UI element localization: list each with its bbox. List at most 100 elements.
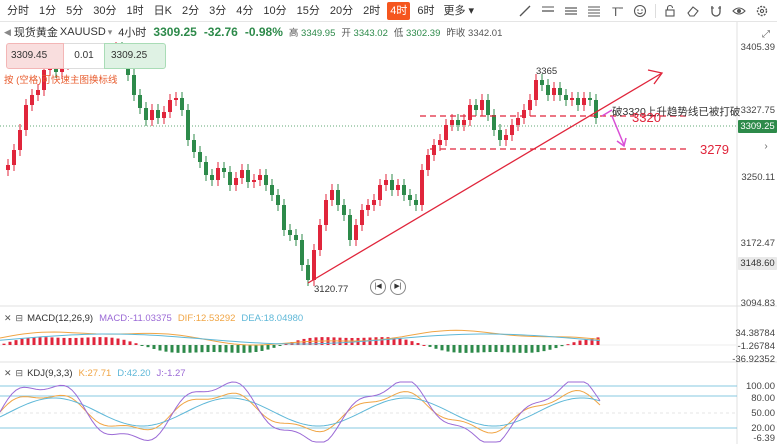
chevron-right-icon[interactable]: › (764, 141, 768, 152)
timeframe-1[interactable]: 1分 (39, 4, 57, 17)
macd-histogram-bar (50, 337, 54, 345)
timeframe-9[interactable]: 10分 (263, 4, 287, 17)
macd-histogram-bar (578, 340, 582, 345)
axis-label-1: 3405.39 (740, 42, 775, 53)
collapse-icon[interactable]: ✕ (4, 313, 12, 323)
candle (474, 99, 478, 116)
quantity-field[interactable]: 0.01 (64, 43, 104, 69)
scroll-right-button[interactable]: ▶| (390, 279, 406, 295)
candle-body (504, 135, 508, 140)
macd-histogram-bar (572, 342, 576, 345)
settings-icon[interactable] (753, 2, 771, 20)
sell-button[interactable]: 3309.45 (6, 43, 64, 69)
symbol-name[interactable]: 现货黄金 (13, 27, 58, 39)
ray-icon[interactable] (539, 2, 557, 20)
open-label: 开 (341, 28, 351, 39)
timeframe-13[interactable]: 4时 (387, 1, 411, 20)
candle (330, 184, 334, 206)
candle-body (348, 215, 352, 240)
candle (240, 164, 244, 184)
candle (492, 109, 496, 136)
candle-body (258, 175, 262, 180)
macd-histogram-bar (146, 345, 150, 348)
timeframe-10[interactable]: 15分 (296, 4, 320, 17)
text-icon[interactable]: T (608, 2, 626, 20)
macd-histogram-bar (518, 345, 522, 353)
timeframe-3[interactable]: 30分 (93, 4, 117, 17)
d-value-label: D: (117, 368, 127, 379)
macd-histogram-bar (128, 341, 132, 345)
macd-histogram-bar (116, 338, 120, 345)
lock-icon[interactable] (661, 2, 679, 20)
candle (24, 99, 28, 136)
emoji-icon[interactable] (631, 2, 649, 20)
candle (252, 174, 256, 188)
trendline-icon[interactable] (516, 2, 534, 20)
last-price: 3309.25 (153, 25, 197, 39)
candle-body (18, 130, 22, 150)
trend-break-note: 破3320上升趋势线已被打破 (612, 106, 741, 118)
macd-histogram-bar (230, 345, 234, 353)
symbol-dropdown-icon[interactable]: ▾ (107, 26, 113, 37)
channel-icon[interactable] (585, 2, 603, 20)
magnet-icon[interactable] (707, 2, 725, 20)
candle (234, 172, 238, 191)
projection-down-arrow (611, 115, 625, 146)
timeframe-2[interactable]: 5分 (66, 4, 84, 17)
timeframe-0[interactable]: 分时 (7, 4, 29, 17)
symbol-code[interactable]: XAUUSD (59, 26, 106, 38)
macd-histogram-bar (20, 338, 24, 345)
scroll-left-button[interactable]: |◀ (370, 279, 386, 295)
candle (282, 199, 286, 236)
eye-icon[interactable] (730, 2, 748, 20)
hide-icon[interactable]: ⊟ (15, 368, 24, 378)
macd-histogram-bar (560, 345, 564, 347)
open-value: 3343.02 (353, 28, 388, 39)
timeframe-8[interactable]: 4分 (236, 4, 254, 17)
candle (300, 234, 304, 271)
candle-body (222, 168, 226, 172)
collapse-icon[interactable]: ✕ (4, 368, 12, 378)
timeframe-14[interactable]: 6时 (417, 4, 435, 17)
dea-value-number: 18.04980 (263, 313, 304, 324)
candle (432, 139, 436, 161)
candle (372, 194, 376, 211)
macd-histogram-bar (542, 345, 546, 352)
eraser-icon[interactable] (684, 2, 702, 20)
ohlc-low: 低 3302.39 (394, 25, 441, 39)
candle (414, 194, 418, 211)
candle-body (378, 185, 382, 200)
timeframe-5[interactable]: 日K (153, 4, 172, 17)
candle-body (402, 185, 406, 195)
candle-body (408, 195, 412, 200)
macd-histogram-bar (134, 343, 138, 345)
timeframe-7[interactable]: 3分 (209, 4, 227, 17)
macd-histogram-bar (398, 338, 402, 345)
macd-histogram-bar (188, 345, 192, 353)
candle-body (480, 100, 484, 110)
horizontal-line-icon[interactable] (562, 2, 580, 20)
macd-histogram-bar (98, 337, 102, 345)
macd-histogram-bar (86, 337, 90, 345)
timeframe-11[interactable]: 20分 (329, 4, 354, 17)
fullscreen-icon[interactable]: ⤢ (762, 29, 770, 40)
timeframe-12[interactable]: 2时 (363, 4, 381, 17)
collapse-arrow-icon[interactable]: ◀ (4, 26, 11, 37)
candle (558, 82, 562, 101)
macd-histogram-bar (494, 345, 498, 353)
timeframe-6[interactable]: 2分 (181, 4, 200, 17)
candle (360, 204, 364, 231)
more-timeframes-button[interactable]: 更多 ▾ (443, 4, 475, 17)
candle-body (462, 120, 466, 125)
kdj-axis-1: 100.00 (745, 381, 775, 392)
candle (318, 219, 322, 256)
timeframe-4[interactable]: 1时 (126, 4, 144, 17)
kdj-axis-4: 20.00 (751, 423, 775, 434)
buy-button[interactable]: 3309.25 (104, 43, 166, 69)
drawing-tools: T (511, 2, 771, 20)
hide-icon[interactable]: ⊟ (15, 313, 24, 323)
candle (174, 92, 178, 106)
macd-histogram-bar (62, 337, 66, 345)
candle-body (354, 225, 358, 240)
